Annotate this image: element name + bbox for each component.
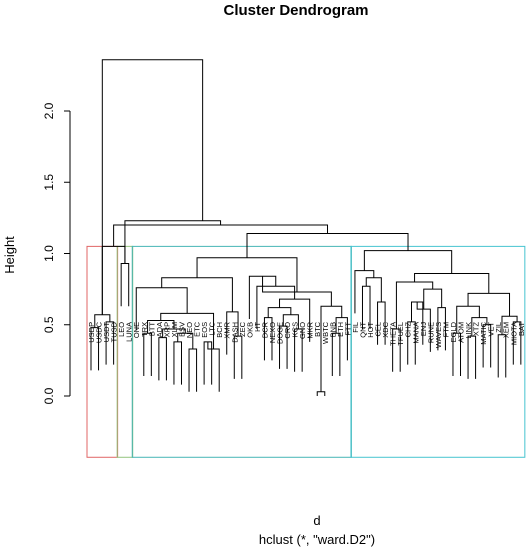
y-tick-label: 2.0	[42, 102, 56, 119]
leaf-label: FTT	[343, 321, 352, 335]
y-axis-label: Height	[2, 236, 17, 274]
leaf-label: ONE	[132, 322, 141, 338]
tree-branch	[207, 341, 220, 392]
leaf-label: GNO	[298, 322, 307, 339]
leaf-label: DCR	[260, 321, 269, 338]
leaf-label: ADA	[155, 322, 164, 337]
leaf-label: XLM	[170, 322, 179, 337]
x-axis-label: d	[313, 513, 320, 528]
tree-branch	[414, 272, 490, 294]
tree-branch	[188, 348, 198, 392]
tree-branch	[316, 391, 326, 396]
tree-branch	[267, 307, 292, 318]
tree-branch	[320, 305, 343, 392]
cluster-rect	[350, 245, 526, 458]
leaf-label: BAT	[517, 321, 526, 335]
chart-title: Cluster Dendrogram	[223, 2, 368, 19]
y-tick-label: 0.5	[42, 316, 56, 333]
leaf-label: LTC	[208, 321, 217, 335]
leaf-label: MANA	[411, 322, 420, 344]
y-axis: 0.0 0.5 1.0 1.5 2.0	[42, 102, 71, 404]
leaf-label: XTZ	[472, 321, 481, 336]
leaf-label: ENJ	[419, 322, 428, 336]
leaf-label: WAVES	[434, 322, 443, 348]
leaf-label: BTT	[147, 321, 156, 336]
cluster-rects	[86, 245, 526, 458]
leaf-label: ZIL	[494, 322, 503, 333]
leaf-label: LINK	[464, 322, 473, 339]
tree-branch	[196, 257, 298, 292]
leaf-label: BTC	[313, 321, 322, 337]
cluster-rect	[116, 245, 134, 458]
leaf-label: BCH	[215, 322, 224, 338]
tree-branch	[363, 250, 453, 274]
leaf-label: BSV	[177, 322, 186, 337]
tree-branch	[124, 220, 222, 264]
leaf-label: TFUEL	[396, 322, 405, 346]
leaf-label: QNT	[358, 321, 367, 337]
leaf-label: EGLD	[449, 321, 458, 342]
leaf-label: CRO	[283, 322, 292, 339]
tree-branch	[120, 262, 130, 307]
leaf-label: NEO	[185, 322, 194, 338]
tree-branch	[246, 233, 409, 258]
leaf-labels: USDPUSDCUSDTTUSDLEOLUNAONETRXBTTADAXRPXL…	[87, 321, 526, 348]
leaf-label: WBTC	[321, 321, 330, 344]
leaf-label: XRP	[162, 322, 171, 337]
leaf-label: KCS	[291, 322, 300, 337]
dendrogram-tree	[90, 59, 522, 396]
tree-branch	[158, 337, 167, 381]
y-tick-label: 0.0	[42, 387, 56, 404]
leaf-label: HT	[253, 321, 262, 331]
leaf-label: BNB	[328, 322, 337, 337]
leaf-label: MKR	[306, 321, 315, 338]
leaf-label: NEXO	[268, 322, 277, 343]
leaf-label: ETC	[193, 321, 202, 337]
leaf-label: CEL	[374, 322, 383, 337]
y-tick-label: 1.0	[42, 245, 56, 262]
leaf-label: USDT	[102, 321, 111, 342]
leaf-label: ETH	[336, 322, 345, 337]
tree-branch	[467, 292, 511, 317]
tree-branch	[113, 224, 329, 247]
tree-branch	[173, 341, 182, 385]
leaf-label: TUSD	[110, 321, 119, 342]
y-tick-label: 1.5	[42, 174, 56, 191]
leaf-label: LEO	[117, 322, 126, 337]
leaf-label: TRX	[140, 322, 149, 337]
leaf-label: XMR	[223, 321, 232, 338]
leaf-label: XDC	[381, 321, 390, 337]
tree-branch	[161, 277, 233, 312]
tree-branch	[331, 332, 341, 377]
leaf-label: HOT	[366, 321, 375, 337]
leaf-label: OKB	[245, 322, 254, 338]
leaf-label: CHZ	[404, 321, 413, 337]
tree-branch	[101, 59, 204, 315]
leaf-label: XEM	[502, 322, 511, 338]
leaf-label: FIL	[351, 322, 360, 333]
tree-branch	[497, 334, 507, 378]
tree-branch	[423, 288, 443, 310]
leaf-label: RUNE	[426, 322, 435, 343]
leaf-label: ATOM	[457, 322, 466, 343]
leaf-label: THETA	[389, 322, 398, 346]
leaf-label: MIOTA	[509, 322, 518, 345]
leaf-label: MATIC	[479, 321, 488, 344]
leaf-label: DOGE	[276, 322, 285, 344]
tree-branch	[354, 270, 375, 314]
tree-branch	[467, 335, 477, 379]
leaf-label: USDP	[87, 322, 96, 343]
tree-branch	[365, 277, 382, 302]
leaf-label: ZEC	[238, 321, 247, 337]
leaf-label: USDC	[95, 321, 104, 343]
leaf-label: FTM	[441, 322, 450, 337]
leaf-label: LUNA	[125, 322, 134, 342]
method-label: hclust (*, "ward.D2")	[259, 532, 375, 547]
tree-branch	[143, 332, 152, 377]
leaf-label: VET	[487, 321, 496, 336]
leaf-label: DASH	[230, 322, 239, 343]
leaf-label: EOS	[200, 322, 209, 338]
